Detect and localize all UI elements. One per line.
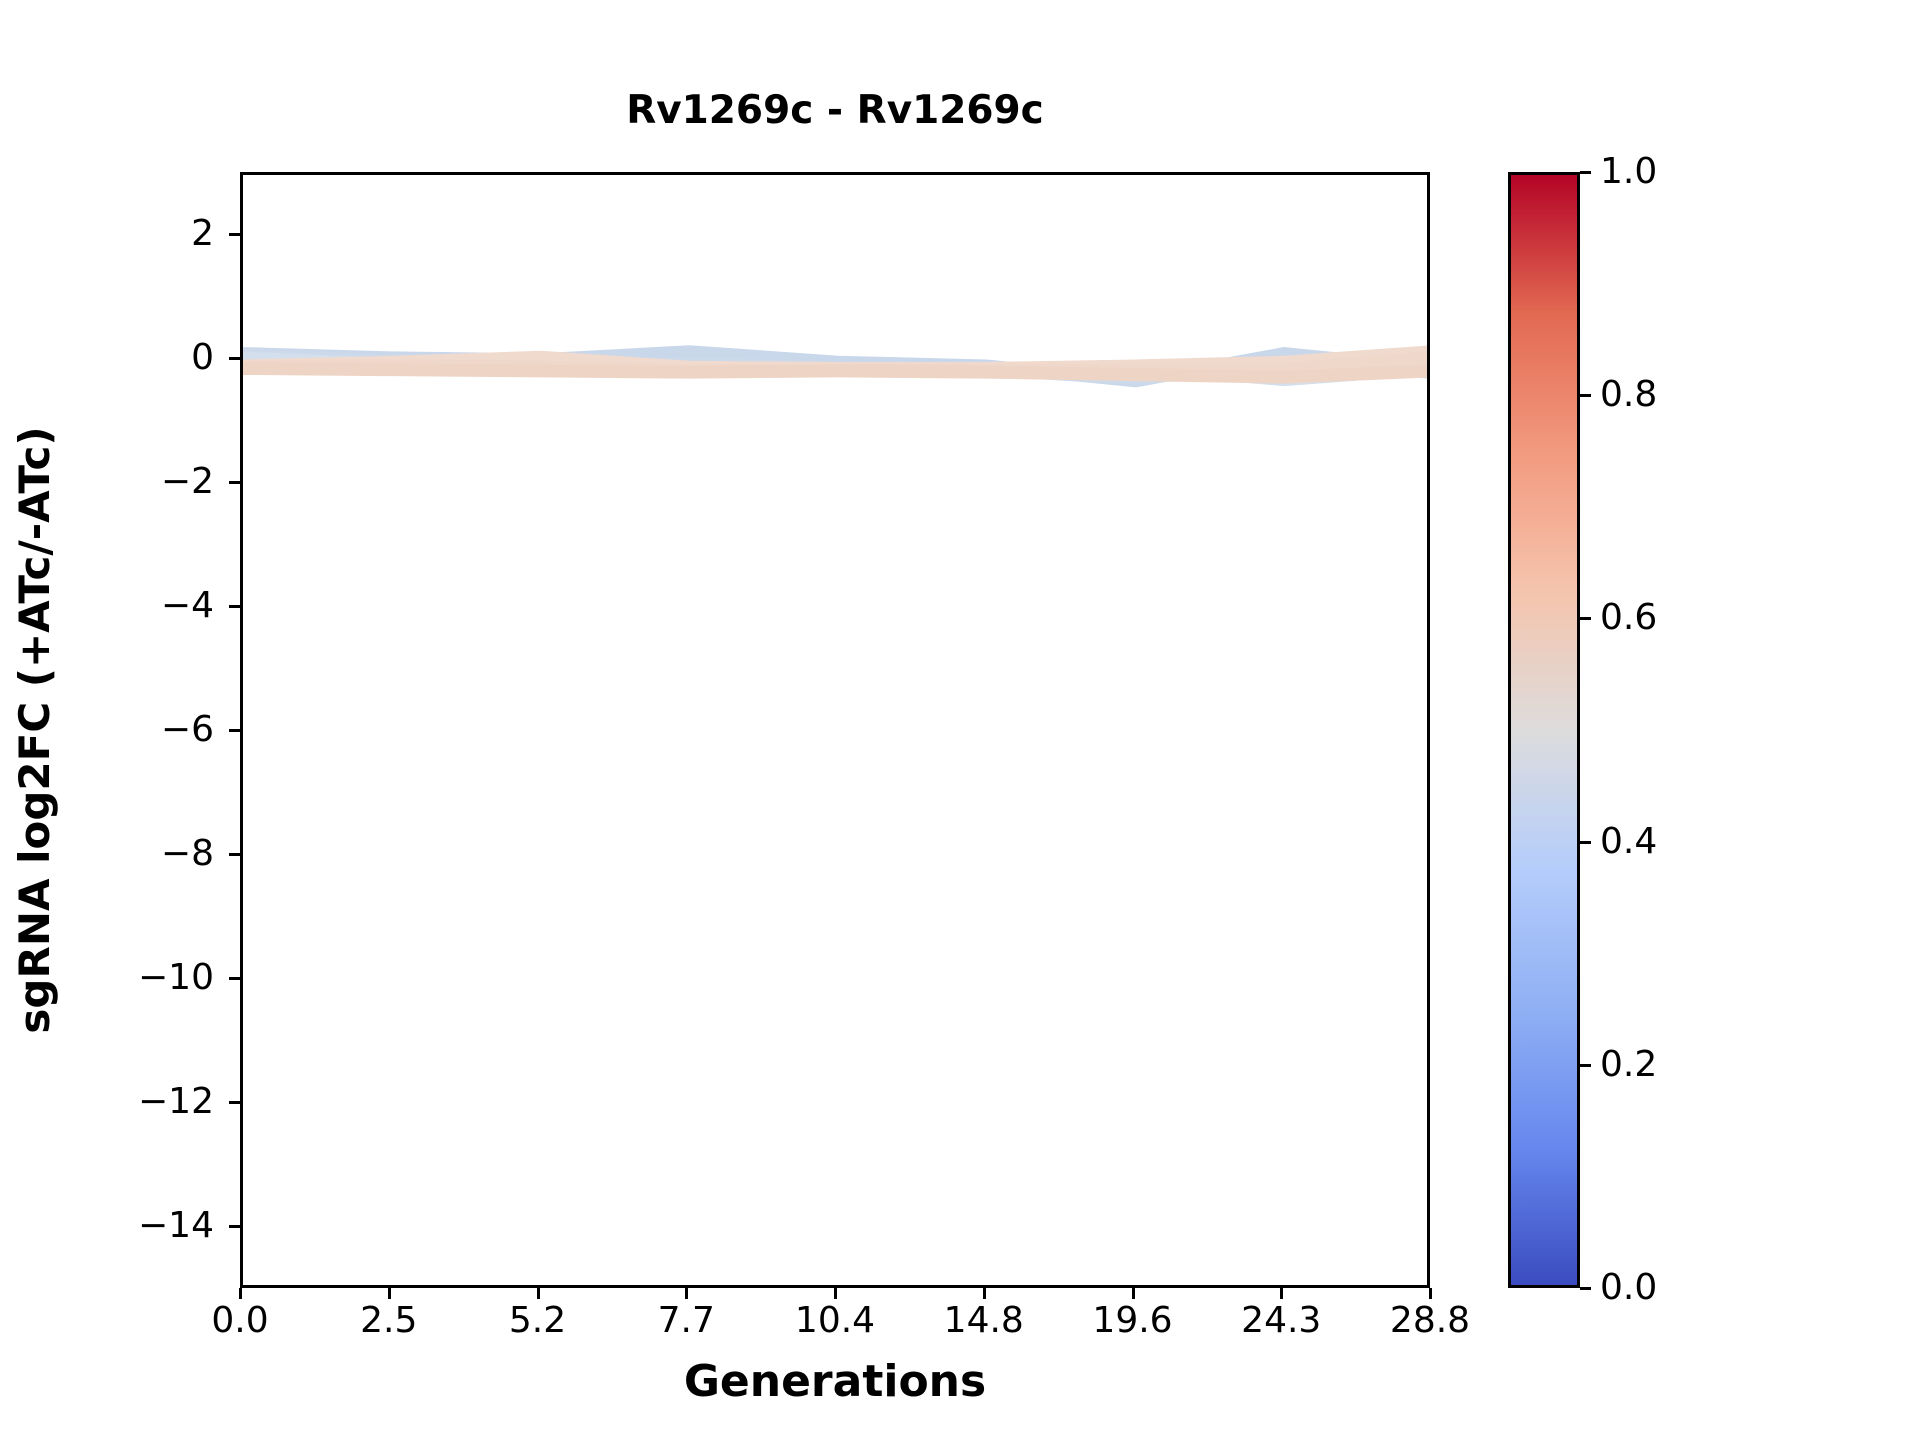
y-tick-mark: [229, 729, 240, 732]
colorbar-tick-mark: [1580, 394, 1591, 398]
y-tick-label: −6: [160, 709, 214, 750]
y-tick-label: −12: [138, 1081, 214, 1122]
colorbar-tick-mark: [1580, 171, 1591, 174]
y-tick-mark: [229, 977, 240, 980]
colorbar-tick-label: 0.6: [1600, 597, 1658, 639]
x-tick-mark: [239, 1288, 242, 1299]
y-tick-label: −14: [138, 1205, 214, 1246]
x-tick-mark: [387, 1288, 391, 1299]
x-tick-mark: [1131, 1288, 1135, 1299]
colorbar-tick-label: 0.2: [1600, 1043, 1658, 1085]
series-group: [243, 345, 1427, 388]
y-tick-label: −10: [138, 957, 214, 998]
x-tick-mark: [685, 1288, 689, 1299]
x-tick-label: 19.6: [1092, 1300, 1173, 1341]
x-tick-label: 24.3: [1241, 1300, 1322, 1341]
colorbar-gradient: [1511, 175, 1577, 1285]
y-tick-mark: [229, 1101, 240, 1104]
x-axis-label: Generations: [683, 1356, 987, 1407]
y-tick-mark: [229, 233, 240, 236]
x-tick-label: 5.2: [508, 1300, 567, 1341]
colorbar: [1508, 172, 1580, 1288]
x-tick-mark: [536, 1288, 540, 1299]
colorbar-tick-label: 0.8: [1600, 374, 1658, 416]
y-tick-label: 0: [191, 337, 214, 378]
colorbar-tick-mark: [1580, 840, 1591, 844]
data-line: [243, 361, 1427, 384]
y-tick-mark: [229, 481, 240, 484]
x-tick-mark: [982, 1288, 986, 1299]
x-tick-mark: [1280, 1288, 1284, 1299]
y-tick-mark: [229, 853, 240, 856]
line-chart-svg: [243, 345, 1427, 388]
colorbar-tick-label: 0.4: [1600, 820, 1658, 862]
x-tick-label: 7.7: [657, 1300, 715, 1341]
page-title: Rv1269c - Rv1269c: [626, 88, 1044, 133]
y-tick-label: −8: [160, 833, 214, 874]
colorbar-tick-mark: [1580, 1287, 1591, 1290]
colorbar-tick-label: 1.0: [1600, 151, 1658, 192]
x-tick-label: 0.0: [211, 1300, 269, 1341]
x-tick-label: 10.4: [794, 1300, 876, 1341]
y-tick-mark: [229, 1225, 240, 1228]
y-tick-label: −2: [160, 461, 214, 502]
x-tick-label: 14.8: [943, 1300, 1024, 1341]
colorbar-tick-mark: [1580, 617, 1591, 621]
colorbar-tick-label: 0.0: [1600, 1267, 1658, 1308]
y-axis-tick-labels: 2 0 −2 −4 −6 −8 −10 −12 −14: [110, 172, 214, 1288]
plot-area: [240, 172, 1430, 1288]
x-tick-label: 2.5: [360, 1300, 418, 1341]
y-tick-mark: [229, 357, 240, 360]
y-tick-mark: [229, 605, 240, 608]
y-axis-label: sgRNA log2FC (+ATc/-ATc): [10, 426, 59, 1034]
x-tick-mark: [1429, 1288, 1432, 1299]
y-tick-label: 2: [191, 213, 214, 254]
y-tick-label: −4: [160, 585, 214, 626]
x-tick-mark: [834, 1288, 837, 1299]
x-tick-label: 28.8: [1389, 1300, 1471, 1341]
colorbar-tick-mark: [1580, 1063, 1591, 1067]
